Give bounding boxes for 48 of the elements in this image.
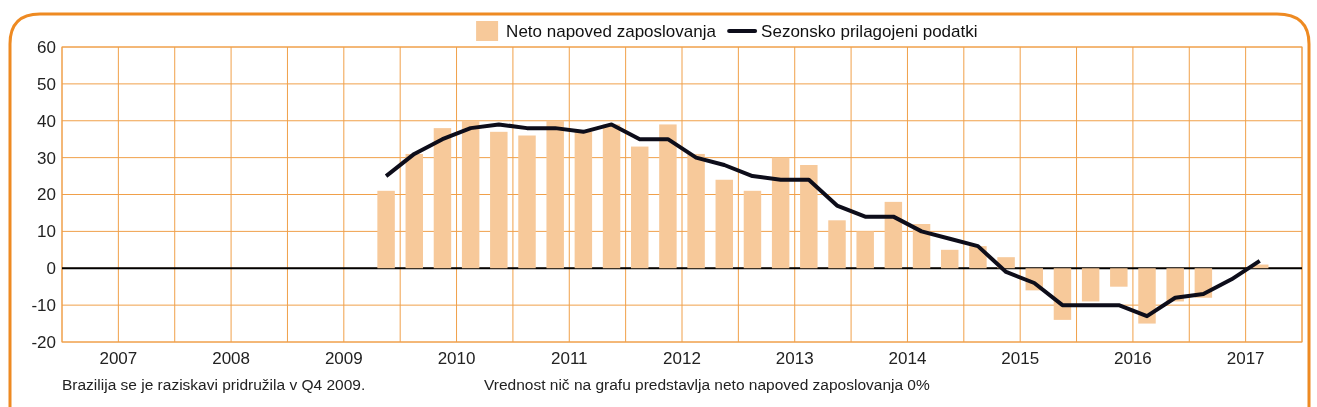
y-tick-label: -20 [31,332,56,352]
y-tick-label: 10 [37,222,56,242]
x-tick-label: 2010 [437,349,476,368]
bar [574,131,593,269]
y-tick-label: 20 [37,185,56,205]
y-tick-label: 60 [37,37,56,57]
bar [771,157,790,269]
bar [461,120,480,269]
x-tick-label: 2014 [888,349,927,368]
bar [856,231,874,269]
y-tick-label: 40 [37,111,56,131]
bar [715,179,734,269]
legend-label: Neto napoved zaposlovanja [506,21,717,41]
text: Brazilija se je raziskavi pridružila v Q4 2009. [62,376,366,393]
y-tick-label: 0 [46,259,56,279]
bar [884,201,903,269]
y-tick-label: -10 [31,296,56,316]
bar [940,249,959,269]
x-tick-label: 2012 [663,349,701,368]
bar [405,153,424,269]
x-tick-label: 2011 [550,349,588,368]
y-tick-label: 50 [37,74,56,94]
bar [687,153,705,269]
bar [659,124,677,269]
bar [602,124,621,269]
bar [1138,268,1156,324]
line-series [384,122,1262,319]
bar [546,120,564,269]
bar [1081,268,1100,302]
text: Vrednost nič na grafu predstavlja neto napoved zaposlovanja 0% [484,376,930,393]
x-tick-label: 2008 [212,349,250,368]
y-tick-label: 30 [37,148,56,168]
bar [828,220,846,269]
legend-label: Sezonsko prilagojeni podatki [761,21,978,41]
bar [518,135,536,269]
bar [630,146,649,269]
bar [743,190,762,269]
x-tick-label: 2016 [1113,349,1152,368]
bar [377,190,395,269]
x-tick-label: 2015 [1001,349,1040,368]
x-tick-label: 2017 [1226,349,1265,368]
bar [433,128,452,269]
x-tick-label: 2009 [324,349,363,368]
bar [1110,268,1128,287]
x-tick-label: 2013 [775,349,814,368]
bar [490,131,508,269]
x-tick-label: 2007 [99,349,138,368]
bar [800,165,818,269]
